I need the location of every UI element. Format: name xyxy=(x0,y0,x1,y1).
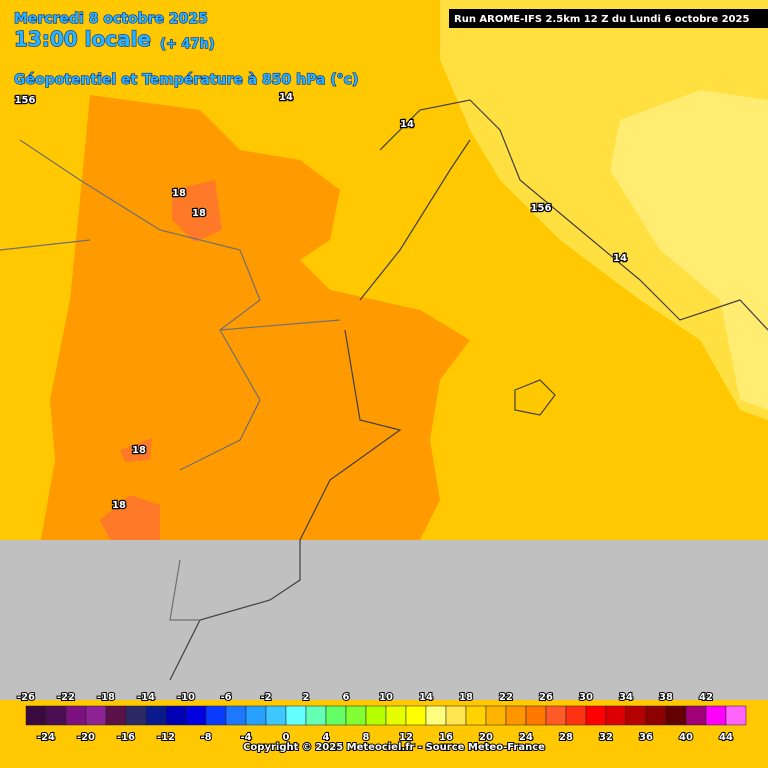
legend-swatch xyxy=(685,705,707,726)
legend-label: 34 xyxy=(619,692,633,703)
legend-label: 42 xyxy=(699,692,713,703)
contour-label: 18 xyxy=(192,208,206,219)
color-legend: -26 -22 -18 -14 -10 -6 -2 2 6 10 14 18 22 26 30 34 38 42-… xyxy=(16,691,747,744)
legend-swatch xyxy=(545,705,567,726)
hottest-zone xyxy=(100,180,222,540)
legend-label: 20 xyxy=(479,732,493,743)
legend-label: 10 xyxy=(379,692,393,703)
legend-label: -4 xyxy=(240,732,251,743)
legend-swatch xyxy=(465,705,487,726)
legend-swatch xyxy=(365,705,387,726)
legend-swatch xyxy=(145,705,167,726)
legend-label: 18 xyxy=(459,692,473,703)
contour-label: 14 xyxy=(400,119,414,130)
legend-swatch xyxy=(85,705,107,726)
legend-swatch xyxy=(325,705,347,726)
legend-label: -10 xyxy=(177,692,195,703)
legend-swatch xyxy=(525,705,547,726)
run-info: Run AROME-IFS 2.5km 12 Z du Lundi 6 octo… xyxy=(454,14,749,25)
run-banner xyxy=(449,9,768,28)
hot-zone xyxy=(40,95,470,545)
legend-label: -12 xyxy=(157,732,175,743)
legend-label: -26 xyxy=(17,692,35,703)
legend-label: 2 xyxy=(303,692,310,703)
legend-swatch xyxy=(445,705,467,726)
legend-label: 0 xyxy=(283,732,290,743)
legend-swatch xyxy=(205,705,227,726)
contour-label: 156 xyxy=(531,203,552,214)
legend-label: -2 xyxy=(260,692,271,703)
contour-label: 14 xyxy=(613,253,627,264)
legend-swatch xyxy=(265,705,287,726)
legend-swatch xyxy=(225,705,247,726)
legend-label: 6 xyxy=(343,692,350,703)
region-borders xyxy=(0,139,341,621)
legend-swatch xyxy=(505,705,527,726)
legend-swatch xyxy=(125,705,147,726)
legend-label: 16 xyxy=(439,732,453,743)
legend-swatch xyxy=(405,705,427,726)
legend-label: 28 xyxy=(559,732,573,743)
island xyxy=(514,379,556,416)
legend-swatch xyxy=(565,705,587,726)
field-name: Géopotentiel et Température à 850 hPa (°… xyxy=(14,72,358,88)
legend-swatch xyxy=(605,705,627,726)
legend-swatch xyxy=(425,705,447,726)
legend-swatch xyxy=(45,705,67,726)
legend-swatch xyxy=(305,705,327,726)
legend-label: 40 xyxy=(679,732,693,743)
lead-time: (+ 47h) xyxy=(160,37,215,52)
legend-label: -20 xyxy=(77,732,95,743)
legend-label: 4 xyxy=(323,732,330,743)
no-data-area xyxy=(0,540,768,700)
legend-label: 8 xyxy=(363,732,370,743)
legend-swatch xyxy=(705,705,727,726)
forecast-date: Mercredi 8 octobre 2025 xyxy=(14,11,208,27)
legend-swatch xyxy=(185,705,207,726)
copyright: Copyright © 2025 Meteociel.fr - Source M… xyxy=(243,742,545,753)
legend-label: 22 xyxy=(499,692,513,703)
legend-swatch xyxy=(25,705,47,726)
legend-swatch xyxy=(585,705,607,726)
legend-swatch xyxy=(105,705,127,726)
legend-label: 24 xyxy=(519,732,533,743)
contour-labels: 156 14 14 156 14 18 18 18 18 xyxy=(13,91,628,513)
legend-label: -6 xyxy=(220,692,231,703)
legend-swatch xyxy=(485,705,507,726)
contour-label: 18 xyxy=(132,445,146,456)
coastline xyxy=(379,99,768,331)
legend-label: 26 xyxy=(539,692,553,703)
legend-label: -22 xyxy=(57,692,75,703)
legend-label: 14 xyxy=(419,692,433,703)
border-line xyxy=(169,139,471,681)
legend-label: 32 xyxy=(599,732,613,743)
forecast-time: 13:00 locale xyxy=(14,27,151,51)
warmer-zone xyxy=(610,90,768,410)
legend-swatch xyxy=(665,705,687,726)
legend-label: 44 xyxy=(719,732,733,743)
legend-label: 12 xyxy=(399,732,413,743)
contour-label: 18 xyxy=(172,188,186,199)
legend-label: 38 xyxy=(659,692,673,703)
legend-label: -8 xyxy=(200,732,211,743)
contour-label: 156 xyxy=(15,95,36,106)
legend-swatch xyxy=(285,705,307,726)
legend-label: -16 xyxy=(117,732,135,743)
contour-label: 18 xyxy=(112,500,126,511)
legend-swatch xyxy=(385,705,407,726)
legend-swatch xyxy=(165,705,187,726)
legend-label: -18 xyxy=(97,692,115,703)
legend-swatch xyxy=(245,705,267,726)
legend-swatch xyxy=(65,705,87,726)
legend-swatch xyxy=(725,705,747,726)
legend-swatch xyxy=(625,705,647,726)
legend-label: -14 xyxy=(137,692,155,703)
legend-label: 30 xyxy=(579,692,593,703)
legend-label: -24 xyxy=(37,732,55,743)
contour-label: 14 xyxy=(279,92,293,103)
legend-label: 36 xyxy=(639,732,653,743)
legend-swatch xyxy=(345,705,367,726)
legend-swatch xyxy=(645,705,667,726)
